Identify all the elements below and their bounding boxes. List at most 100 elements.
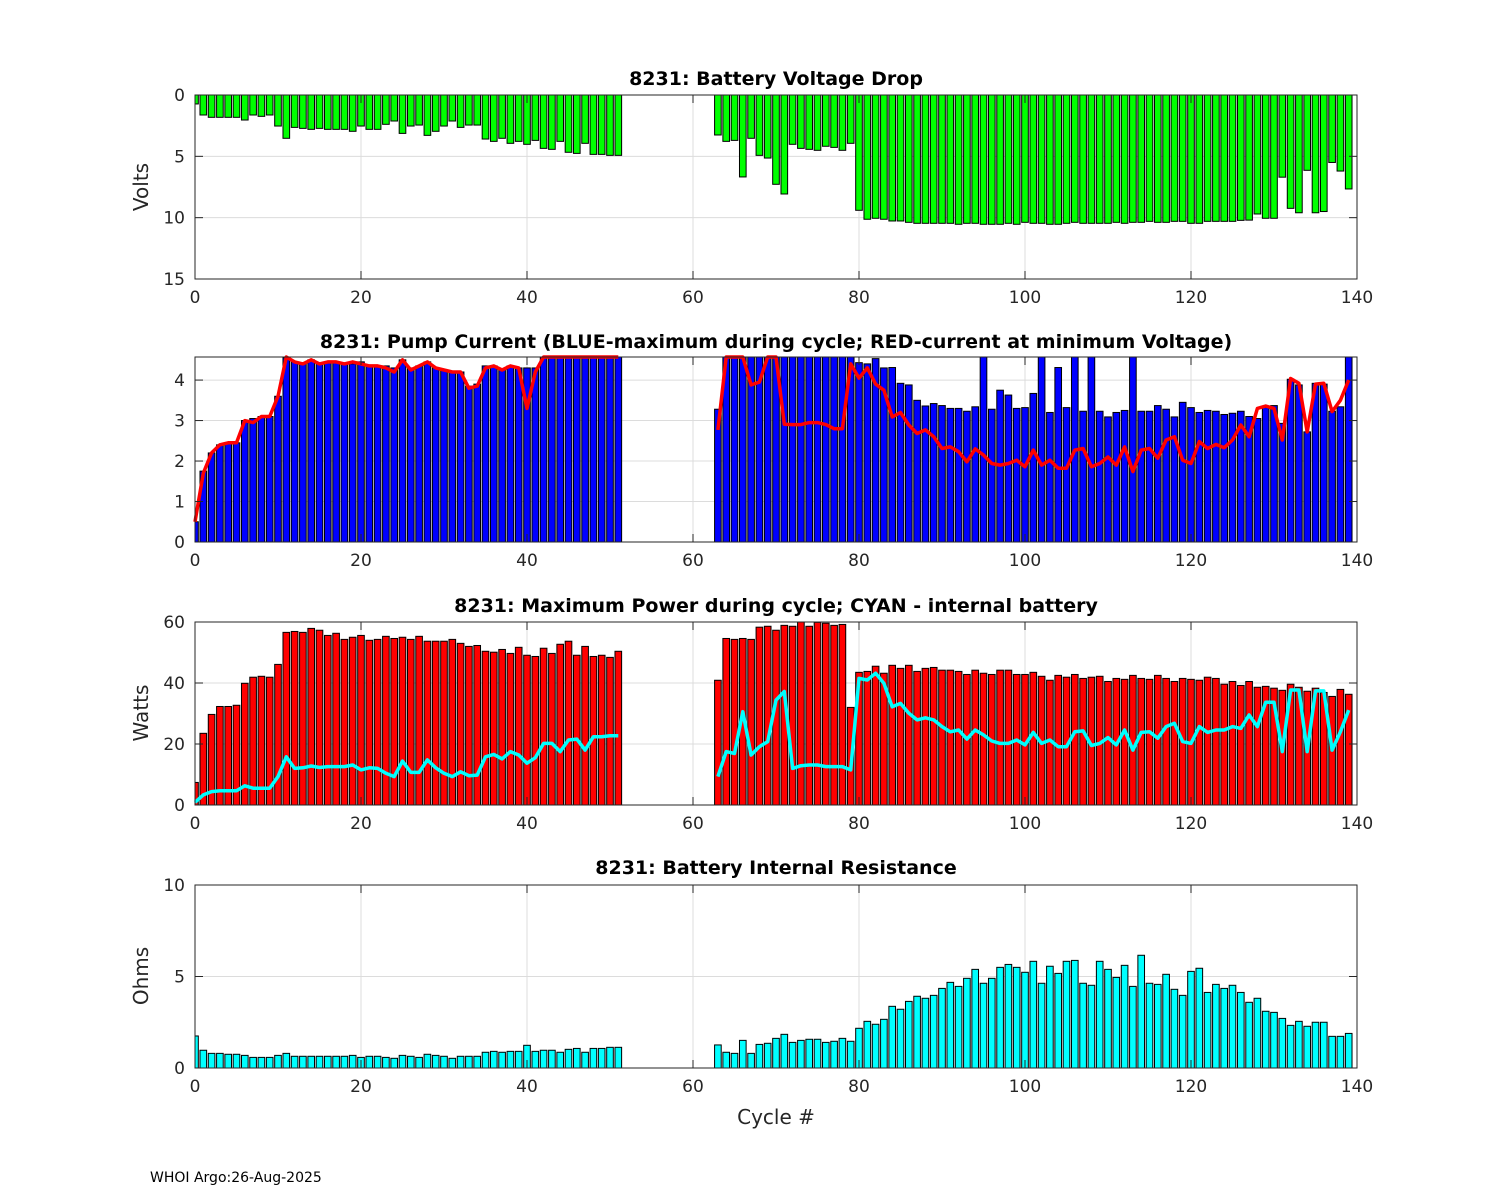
- bar: [1170, 988, 1179, 1069]
- bar: [971, 968, 980, 1069]
- bar: [1129, 985, 1137, 1069]
- bar: [855, 362, 863, 543]
- bar: [1253, 997, 1262, 1069]
- bar: [290, 1055, 299, 1069]
- x-tick-label: 120: [1175, 1077, 1207, 1097]
- bar: [1212, 677, 1220, 806]
- bar: [207, 452, 216, 543]
- bar: [838, 623, 847, 806]
- x-tick-label: 0: [190, 814, 201, 834]
- bar: [581, 94, 589, 144]
- bar: [406, 94, 415, 127]
- bar: [548, 1049, 556, 1069]
- bar: [730, 356, 739, 543]
- x-tick-label: 0: [190, 1077, 201, 1097]
- bar: [979, 94, 988, 225]
- bar: [249, 418, 257, 543]
- bar: [855, 94, 863, 211]
- bar: [614, 356, 623, 543]
- bar: [763, 625, 772, 806]
- bar: [1104, 680, 1112, 806]
- x-tick-label: 140: [1341, 288, 1373, 308]
- bar: [581, 1051, 589, 1069]
- bar: [614, 94, 623, 156]
- bar: [1203, 409, 1212, 543]
- bar: [1220, 987, 1229, 1069]
- bar: [1112, 94, 1121, 223]
- x-tick-label: 60: [682, 1077, 704, 1097]
- bar: [888, 664, 897, 806]
- bar: [1112, 976, 1121, 1069]
- bar: [1319, 383, 1328, 543]
- bar: [1170, 94, 1179, 222]
- bar: [763, 356, 772, 543]
- bar: [597, 356, 606, 543]
- bar: [216, 444, 224, 543]
- bar: [448, 371, 457, 543]
- bar: [1253, 94, 1262, 215]
- bar: [830, 624, 838, 806]
- bar: [1104, 94, 1112, 224]
- bar: [315, 629, 324, 806]
- bar: [913, 670, 921, 806]
- bar: [589, 1047, 598, 1069]
- bar: [1187, 94, 1195, 224]
- x-tick-label: 140: [1341, 814, 1373, 834]
- bar: [506, 652, 515, 806]
- y-tick-label: 20: [163, 735, 185, 755]
- bar: [207, 1052, 216, 1069]
- x-tick-label: 80: [848, 551, 870, 571]
- bar: [921, 997, 930, 1069]
- bar: [1245, 1001, 1253, 1069]
- bar: [730, 638, 739, 806]
- bar: [954, 94, 963, 225]
- bar: [307, 94, 316, 130]
- bar: [415, 1056, 423, 1069]
- bar: [199, 94, 208, 116]
- y-axis-label-volts: Volts: [129, 163, 153, 211]
- x-tick-label: 80: [848, 1077, 870, 1097]
- bar: [1062, 94, 1071, 224]
- bar: [805, 1038, 814, 1069]
- bar: [880, 94, 888, 220]
- bar: [1303, 431, 1312, 543]
- bar: [921, 667, 930, 806]
- bar: [539, 647, 548, 806]
- bar: [1145, 410, 1154, 543]
- bar: [456, 94, 465, 128]
- bar: [390, 94, 399, 122]
- series-line: [716, 671, 1351, 778]
- bar: [1029, 392, 1038, 543]
- x-tick-label: 60: [682, 551, 704, 571]
- bar: [755, 626, 764, 806]
- bar: [1037, 982, 1046, 1069]
- bar: [1145, 678, 1154, 806]
- bar: [265, 1056, 274, 1069]
- bar: [498, 1051, 506, 1069]
- bar: [1303, 94, 1312, 171]
- bar: [929, 994, 938, 1069]
- bar: [1070, 673, 1079, 806]
- bar: [1129, 356, 1137, 543]
- x-tick-label: 140: [1341, 1077, 1373, 1097]
- bar: [257, 94, 266, 117]
- bar: [805, 356, 814, 543]
- bar: [398, 94, 407, 134]
- axes-frame: [194, 94, 1358, 280]
- bar: [531, 1050, 540, 1069]
- bar: [249, 1056, 257, 1069]
- bar: [315, 1055, 324, 1069]
- bar: [274, 663, 282, 806]
- bar: [340, 1055, 349, 1069]
- bar: [240, 94, 249, 121]
- bar: [730, 94, 739, 141]
- y-tick-label: 2: [174, 452, 185, 472]
- bar: [465, 385, 473, 543]
- bar: [207, 94, 216, 118]
- bar: [498, 648, 506, 806]
- bar: [1336, 688, 1345, 806]
- bar: [556, 94, 565, 142]
- bar: [398, 636, 407, 806]
- bar: [548, 356, 556, 543]
- bar: [1104, 968, 1112, 1069]
